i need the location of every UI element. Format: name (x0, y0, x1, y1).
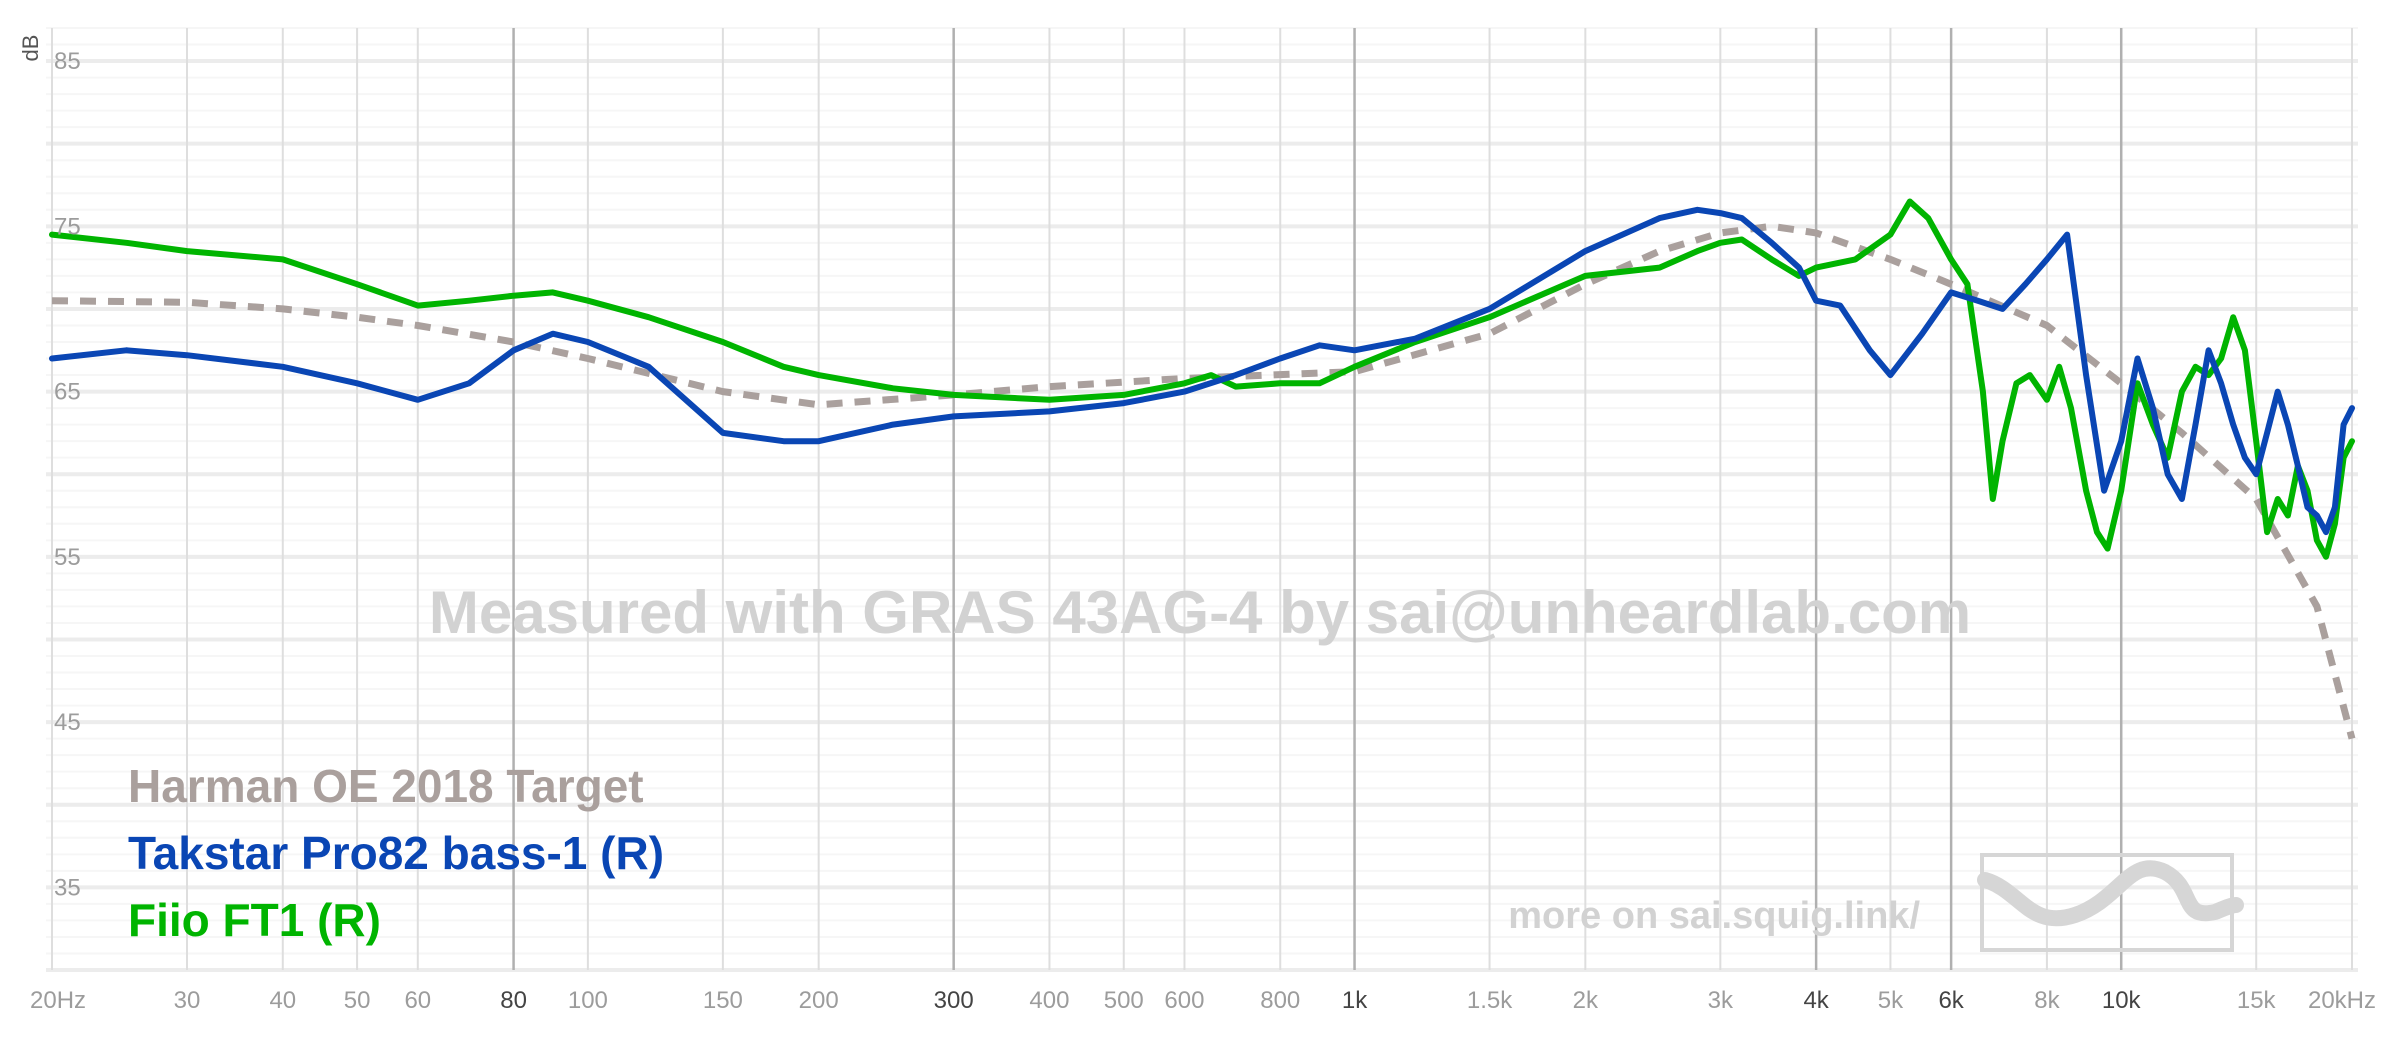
series-line-0 (51, 222, 2356, 740)
legend-entry: Fiio FT1 (R) (128, 894, 381, 946)
y-tick-label: 45 (54, 709, 81, 736)
legend-entry: Harman OE 2018 Target (128, 760, 644, 812)
x-tick-label: 600 (1164, 987, 1204, 1014)
x-tick-label: 4k (1803, 987, 1829, 1014)
y-tick-label: 55 (54, 544, 81, 571)
x-tick-label: 3k (1708, 987, 1734, 1014)
x-tick-label: 8k (2034, 987, 2060, 1014)
x-tick-label: 2k (1573, 987, 1599, 1014)
response-curves (49, 198, 2356, 740)
horizontal-grid (46, 27, 2358, 972)
x-tick-label: 400 (1029, 987, 1069, 1014)
x-tick-label: 800 (1260, 987, 1300, 1014)
x-tick-label: 20kHz (2308, 987, 2376, 1014)
x-tick-label: 50 (344, 987, 371, 1014)
y-tick-label: 85 (54, 48, 81, 75)
x-tick-label: 150 (703, 987, 743, 1014)
x-tick-label: 15k (2237, 987, 2277, 1014)
y-tick-label: 75 (54, 213, 81, 240)
squig-link-text: more on sai.squig.link/ (1508, 895, 1920, 937)
x-tick-label: 80 (500, 987, 527, 1014)
x-tick-label: 200 (799, 987, 839, 1014)
x-tick-label: 1k (1342, 987, 1368, 1014)
legend: Harman OE 2018 Target Takstar Pro82 bass-… (128, 760, 664, 946)
series-line-1 (49, 206, 2355, 536)
legend-entry: Takstar Pro82 bass-1 (R) (128, 827, 664, 879)
x-tick-label: 30 (174, 987, 201, 1014)
x-tick-label: 6k (1938, 987, 1964, 1014)
x-tick-label: 100 (568, 987, 608, 1014)
y-tick-label: 35 (54, 874, 81, 901)
series-line-2 (49, 198, 2355, 560)
y-tick-label: 65 (54, 379, 81, 406)
x-tick-label: 10k (2102, 987, 2142, 1014)
x-tick-label: 60 (404, 987, 431, 1014)
x-tick-label: 300 (934, 987, 974, 1014)
squig-logo (1977, 853, 2244, 952)
x-tick-label: 5k (1878, 987, 1904, 1014)
logo-squiggle (1977, 860, 2244, 927)
x-tick-label: 1.5k (1467, 987, 1513, 1014)
x-tick-label: 20Hz (30, 987, 86, 1014)
y-axis-ticks: 85 75 65 55 45 35 (54, 48, 81, 901)
x-axis-ticks: 20Hz 30 40 50 60 80 100 150 200 300 400 500 600 800 1k… (30, 987, 2376, 1014)
vertical-grid (51, 28, 2353, 970)
watermark-text: Measured with GRAS 43AG-4 by sai@unheard… (429, 579, 1971, 646)
y-axis-unit: dB (18, 35, 43, 62)
x-tick-label: 40 (269, 987, 296, 1014)
x-tick-label: 500 (1104, 987, 1144, 1014)
